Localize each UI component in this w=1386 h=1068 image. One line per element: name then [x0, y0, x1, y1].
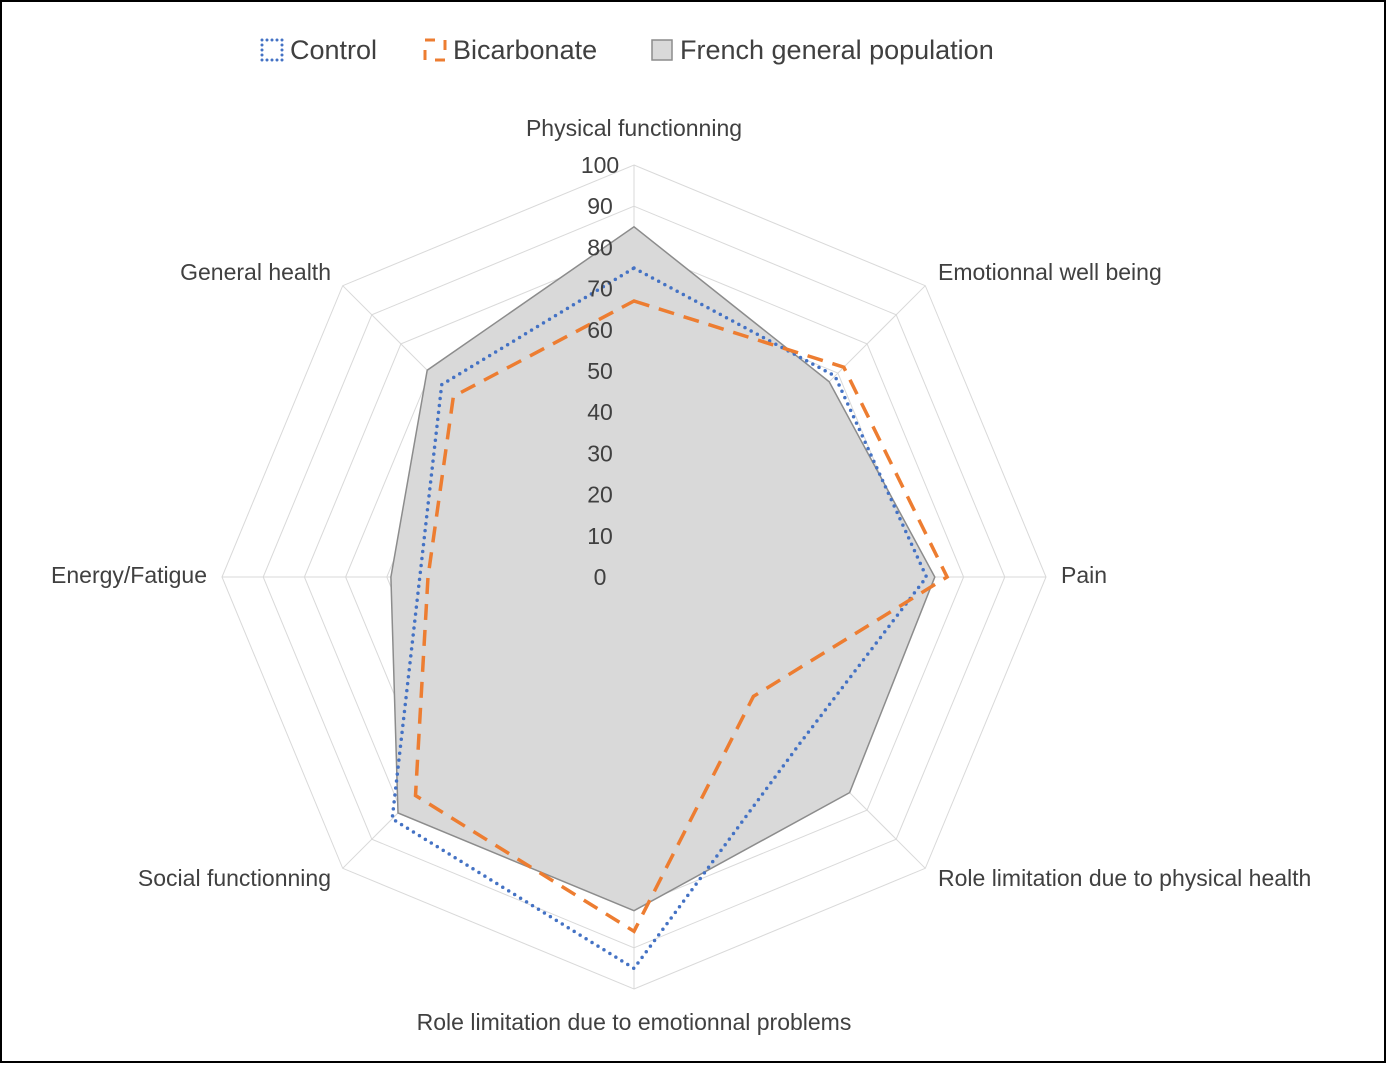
radial-tick-label: 30: [587, 440, 613, 466]
legend-swatch: [260, 38, 284, 62]
axis-label: Energy/Fatigue: [51, 562, 207, 588]
legend-item: Bicarbonate: [423, 35, 597, 65]
radial-tick-label: 90: [587, 193, 613, 219]
legend-label: French general population: [680, 35, 994, 65]
axis-label: General health: [180, 259, 331, 285]
axis-label: Role limitation due to emotionnal proble…: [417, 1009, 852, 1035]
legend: Control Bicarbonate French general populat…: [260, 35, 994, 65]
series-control: [390, 265, 929, 971]
axis-label: Physical functionning: [526, 115, 742, 141]
legend-swatch: [423, 38, 447, 62]
radial-tick-label: 70: [587, 276, 613, 302]
axis-label: Role limitation due to physical health: [938, 865, 1311, 891]
axis-label: Social functionning: [138, 865, 331, 891]
radial-tick-label: 60: [587, 317, 613, 343]
legend-label: Bicarbonate: [453, 35, 597, 65]
series-french-general-population: [390, 225, 936, 912]
radial-tick-label: 0: [594, 564, 607, 590]
radial-tick-label: 50: [587, 358, 613, 384]
radial-tick-label: 20: [587, 482, 613, 508]
radial-tick-label: 40: [587, 399, 613, 425]
series-layer: [390, 225, 950, 971]
radial-tick-label: 100: [581, 152, 619, 178]
series-bicarbonate: [413, 299, 950, 934]
legend-swatch: [651, 39, 673, 61]
legend-item: Control: [260, 35, 377, 65]
axis-label: Emotionnal well being: [938, 259, 1162, 285]
legend-label: Control: [290, 35, 377, 65]
axis-label: Pain: [1061, 562, 1107, 588]
axis-label-layer: Physical functionning Emotionnal well bei…: [51, 115, 1311, 1035]
radial-tick-label: 10: [587, 523, 613, 549]
legend-item: French general population: [651, 35, 994, 65]
radial-tick-label: 80: [587, 234, 613, 260]
tick-layer: 0 10 20 30 40 50 60 70 80 90 100: [581, 152, 619, 590]
